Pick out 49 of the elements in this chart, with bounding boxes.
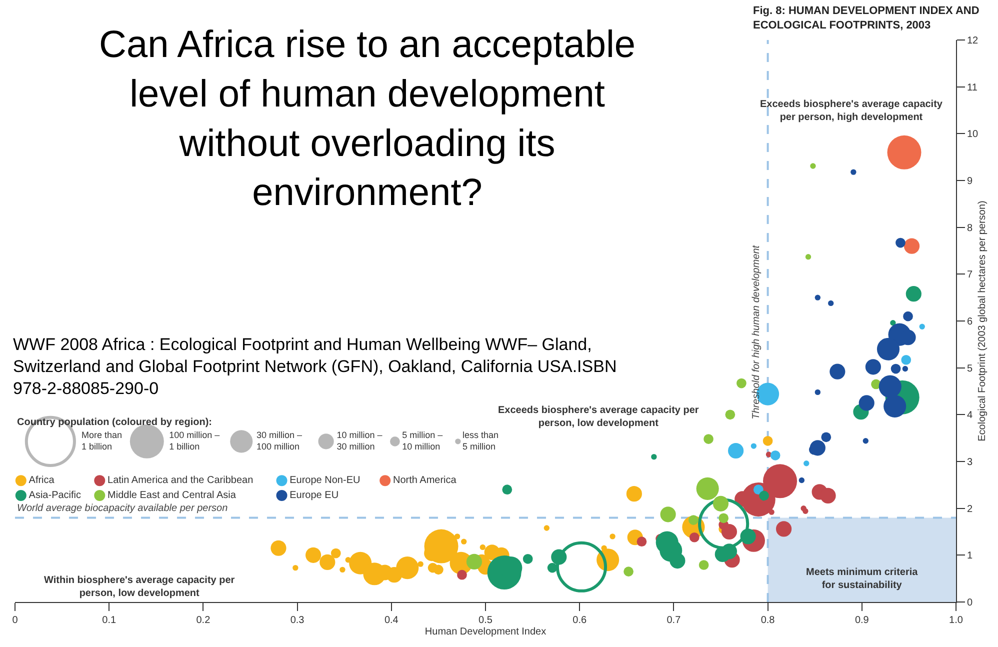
legend-label: Asia-Pacific bbox=[28, 490, 82, 501]
x-tick-label: 0.6 bbox=[572, 615, 587, 626]
ref-line-label: World average biocapacity available per person bbox=[17, 503, 228, 514]
annotation: WWF 2008 Africa : Ecological Footprint and Human Wellbeing WWF– Gland, Switzerland and Global Footprint Network (GFN), Oakland, California USA.ISBN 978-2-88085-290-0 bbox=[13, 335, 617, 398]
legend-label: Middle East and Central Asia bbox=[108, 490, 236, 501]
x-tick-label: 1.0 bbox=[949, 615, 964, 626]
legend-label: 10 million – 30 million bbox=[336, 430, 382, 452]
legend-label: 30 million – 100 million bbox=[256, 430, 302, 452]
x-tick-label: 0.7 bbox=[666, 615, 682, 626]
x-tick-label: 0.8 bbox=[760, 615, 776, 626]
y-tick-label: 7 bbox=[967, 270, 973, 281]
ref-line-label: Threshold for high human development bbox=[751, 244, 762, 420]
y-tick-label: 9 bbox=[967, 176, 973, 187]
y-tick-label: 3 bbox=[967, 457, 973, 468]
y-tick-label: 10 bbox=[967, 129, 979, 140]
x-tick-label: 0.2 bbox=[196, 615, 211, 626]
x-tick-label: 0.9 bbox=[854, 615, 870, 626]
x-tick-label: 0.3 bbox=[290, 615, 305, 626]
legend-label: 5 million – 10 million bbox=[402, 430, 443, 452]
y-tick-label: 1 bbox=[967, 550, 973, 562]
x-tick-label: 0.5 bbox=[478, 615, 493, 626]
legend-title: Country population (coloured by region): bbox=[17, 417, 212, 428]
annotation: Exceeds biosphere's average capacity per person, low development bbox=[498, 405, 699, 429]
x-axis-title: Human Development Index bbox=[424, 626, 546, 638]
annotation: Within biosphere's average capacity per person, low development bbox=[44, 575, 235, 599]
legend-label: More than 1 billion bbox=[81, 430, 122, 452]
x-tick-label: 0 bbox=[12, 615, 18, 626]
band-label: Meets minimum criteria for sustainability bbox=[806, 567, 918, 591]
y-tick-label: 6 bbox=[967, 316, 973, 328]
y-axis-title: Ecological Footprint (2003 global hectares per person) bbox=[977, 200, 988, 442]
legend-label: 100 million – 1 billion bbox=[169, 430, 220, 452]
chart-subtitle: Fig. 8: HUMAN DEVELOPMENT INDEX AND ECOLOGICAL FOOTPRINTS, 2003 bbox=[753, 5, 980, 32]
y-tick-label: 11 bbox=[967, 82, 978, 94]
legend-label: Africa bbox=[28, 475, 55, 486]
legend-label: less than 5 million bbox=[462, 430, 499, 452]
y-tick-label: 0 bbox=[967, 598, 973, 608]
legend-label: Europe Non-EU bbox=[290, 475, 360, 486]
y-tick-label: 4 bbox=[967, 410, 973, 422]
annotation: Exceeds biosphere's average capacity per person, high development bbox=[760, 99, 943, 123]
y-tick-label: 2 bbox=[967, 504, 973, 515]
legend-label: Europe EU bbox=[290, 490, 339, 501]
text: Can Africa rise to an acceptable level of human development without overloading its environment? bbox=[99, 24, 636, 214]
legend-label: Latin America and the Caribbean bbox=[108, 475, 254, 486]
y-tick-label: 5 bbox=[967, 363, 973, 374]
x-tick-label: 0.1 bbox=[102, 615, 116, 626]
y-tick-label: 8 bbox=[967, 222, 973, 234]
x-tick-label: 0.4 bbox=[384, 615, 399, 626]
y-tick-label: 12 bbox=[967, 36, 979, 46]
legend-label: North America bbox=[392, 475, 457, 486]
